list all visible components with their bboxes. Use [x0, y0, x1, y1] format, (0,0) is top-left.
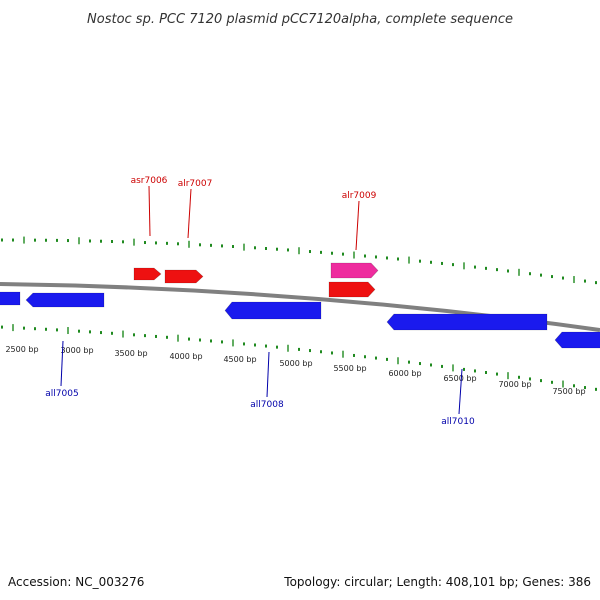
forward-strand-genes: [133, 262, 379, 298]
map-title: Nostoc sp. PCC 7120 plasmid pCC7120alpha…: [87, 12, 513, 27]
gene-label-asr7006: asr7006: [131, 176, 168, 186]
scale-label: 3500 bp: [114, 349, 147, 358]
forward-gene-unlabeled[interactable]: [328, 281, 376, 298]
gene-all7010[interactable]: [386, 313, 548, 331]
gene-all7008[interactable]: [224, 301, 322, 320]
scale-label: 7500 bp: [552, 387, 585, 396]
gene-label-all7008: all7008: [250, 400, 284, 410]
label-leader-line: [148, 185, 151, 237]
scale-label: 5500 bp: [333, 364, 366, 373]
label-leader-line: [266, 351, 270, 398]
scale-labels: 2500 bp 3000 bp 3500 bp 4000 bp 4500 bp 5000 …: [5, 345, 585, 396]
reverse-strand-genes: [0, 291, 600, 349]
label-leader-line: [60, 340, 64, 387]
scale-label: 4500 bp: [223, 355, 256, 364]
accession-text: Accession: NC_003276: [8, 575, 144, 589]
scale-label: 4000 bp: [169, 352, 202, 361]
scale-label: 5000 bp: [279, 359, 312, 368]
sequence-summary-text: Topology: circular; Length: 408,101 bp; …: [283, 575, 591, 589]
gene-asr7006[interactable]: [133, 267, 162, 281]
reverse-gene-unlabeled[interactable]: [554, 331, 600, 349]
scale-label: 7000 bp: [498, 380, 531, 389]
gene-label-all7005: all7005: [45, 389, 78, 399]
gene-label-alr7007: alr7007: [178, 179, 213, 189]
reverse-gene-unlabeled[interactable]: [0, 291, 21, 306]
gene-label-alr7009: alr7009: [342, 191, 377, 201]
scale-label: 6500 bp: [443, 374, 476, 383]
top-tick-track: [1, 236, 597, 285]
bottom-tick-track: [1, 324, 597, 391]
gene-alr7007[interactable]: [164, 269, 204, 284]
gene-alr7009[interactable]: [330, 262, 379, 279]
label-leader-line: [355, 200, 360, 251]
label-leader-line: [458, 368, 463, 415]
scale-label: 3000 bp: [60, 346, 93, 355]
gene-labels: asr7006 alr7007 alr7009 all7005 all7008 all70…: [45, 176, 475, 427]
label-leader-line: [187, 188, 192, 239]
scale-label: 2500 bp: [5, 345, 38, 354]
gene-label-all7010: all7010: [441, 417, 475, 427]
gene-all7005[interactable]: [25, 292, 105, 308]
scale-label: 6000 bp: [388, 369, 421, 378]
